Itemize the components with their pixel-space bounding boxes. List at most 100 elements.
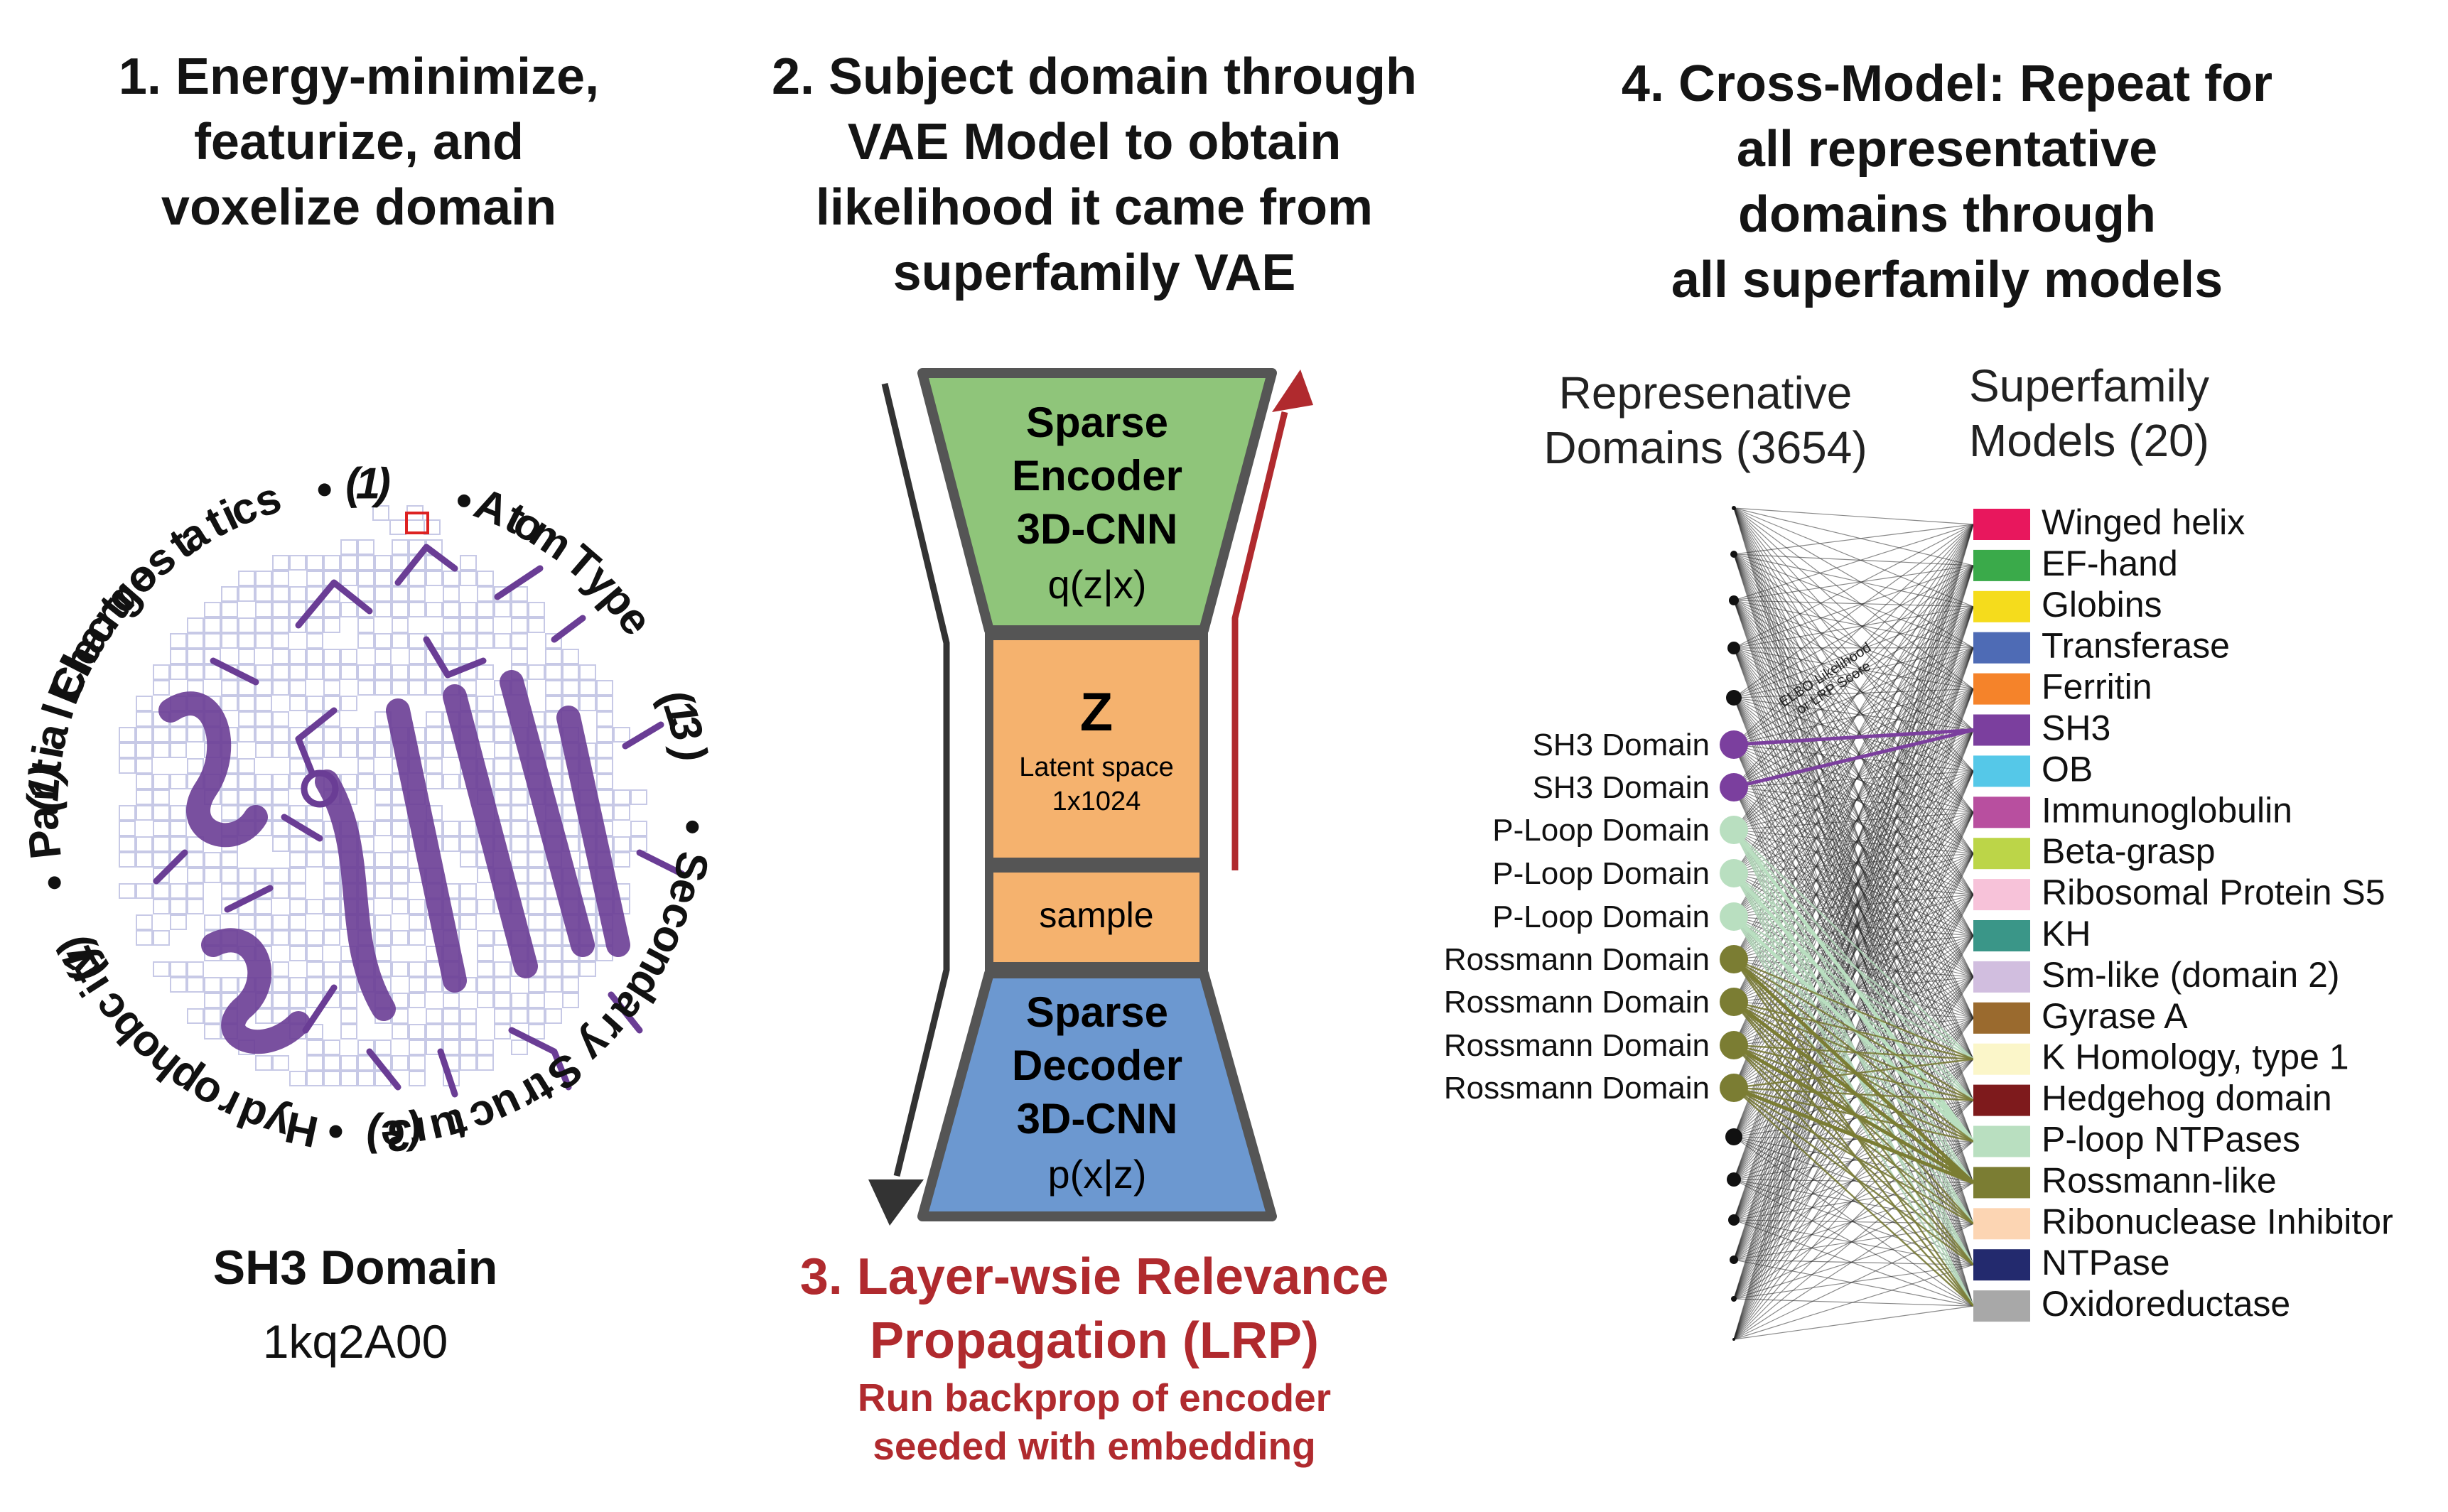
domain-label: P-Loop Domain [1492, 856, 1710, 891]
edge [1733, 935, 1974, 1340]
voxel [153, 789, 170, 805]
ring-label: (13) [651, 683, 716, 765]
voxel [409, 1055, 426, 1071]
voxel [323, 617, 340, 633]
voxel [494, 993, 511, 1008]
voxel [272, 571, 289, 586]
voxel [357, 555, 374, 571]
voxel [545, 742, 562, 758]
voxel [272, 821, 289, 836]
voxel [374, 930, 392, 946]
edge [1733, 873, 1974, 895]
voxel [289, 977, 306, 993]
ring-bullet [48, 876, 61, 890]
decoder-block [917, 968, 1277, 1221]
voxel [204, 914, 221, 930]
edge [1733, 647, 1974, 874]
protein-sidechain [494, 565, 544, 600]
voxel [562, 821, 579, 836]
voxel [392, 868, 409, 883]
voxel [392, 883, 409, 899]
superfamily-label: NTPase [2042, 1243, 2170, 1282]
lrp-title: 3. Layer-wsie Relevance Propagation (LRP… [725, 1245, 1464, 1373]
superfamily-label: Ribosomal Protein S5 [2042, 873, 2385, 912]
voxel [494, 1024, 511, 1040]
edge [1733, 811, 1974, 960]
voxel [374, 852, 392, 868]
highlight-edge [1733, 728, 1974, 747]
domain-node [1720, 988, 1748, 1016]
voxel [528, 914, 545, 930]
superfamily-label: Oxidoreductase [2042, 1284, 2290, 1324]
lrp-title-line: 3. Layer-wsie Relevance [799, 1248, 1389, 1305]
edge [1733, 770, 1974, 917]
highlight-edge [1732, 1000, 1975, 1184]
voxel [255, 789, 272, 805]
lrp-subtitle: Run backprop of encoder seeded with embe… [725, 1373, 1464, 1470]
voxel [323, 680, 340, 696]
edge [1733, 1182, 1974, 1260]
voxel [289, 555, 306, 571]
superfamily-swatch [1973, 1043, 2030, 1075]
voxel [272, 805, 289, 821]
voxel [528, 602, 545, 617]
voxel [426, 711, 443, 727]
voxel [153, 930, 170, 946]
voxel [306, 1071, 323, 1086]
superfamily-label: Hedgehog domain [2042, 1079, 2332, 1118]
edge [1733, 744, 1974, 854]
highlight-edge [1733, 873, 1974, 1060]
panel1-title-line: 1. Energy-minimize, [118, 48, 600, 105]
voxel [357, 539, 374, 555]
latent-symbol: Z [1080, 682, 1113, 742]
domain-label: SH3 Domain [1533, 728, 1710, 762]
voxel [409, 914, 426, 930]
edge [1733, 1219, 1974, 1307]
panel2-title-line: superfamily VAE [893, 244, 1296, 301]
voxel [340, 742, 357, 758]
edge [1733, 507, 1974, 525]
voxel [374, 664, 392, 680]
voxel [255, 774, 272, 789]
voxel [460, 1024, 477, 1040]
voxel [545, 680, 562, 696]
edge [1733, 729, 1974, 874]
voxel [443, 1024, 460, 1040]
voxel [136, 774, 153, 789]
encoder-formula: q(z|x) [1048, 562, 1147, 607]
protein-sidechain [423, 636, 487, 679]
voxel [272, 1055, 289, 1071]
edge [1733, 1017, 1974, 1340]
voxel [460, 617, 477, 633]
voxel [272, 993, 289, 1008]
voxel [392, 852, 409, 868]
edge [1733, 894, 1974, 1340]
voxel [424, 519, 441, 535]
voxel [409, 1024, 426, 1040]
edge [1733, 935, 1974, 1260]
edge [1733, 606, 1974, 1089]
edge [1733, 935, 1974, 1089]
voxel [460, 555, 477, 571]
voxel [306, 805, 323, 821]
voxel [221, 680, 238, 696]
voxel [255, 1055, 272, 1071]
highlight-edge [1733, 829, 1974, 1060]
voxel [613, 836, 630, 852]
voxel [238, 727, 255, 742]
edge [1733, 507, 1974, 566]
voxel [460, 883, 477, 899]
voxel [238, 586, 255, 602]
voxel-grid [119, 505, 647, 1086]
voxel [153, 680, 170, 696]
edge [1733, 1223, 1974, 1340]
voxel [460, 1040, 477, 1055]
voxel [357, 680, 374, 696]
voxel [289, 1071, 306, 1086]
voxel [357, 664, 374, 680]
edge [1733, 688, 1974, 874]
ellipsis-dot [1727, 642, 1740, 654]
voxel [323, 914, 340, 930]
lrp-subtitle-line: Run backprop of encoder [857, 1376, 1332, 1420]
voxel [136, 696, 153, 711]
